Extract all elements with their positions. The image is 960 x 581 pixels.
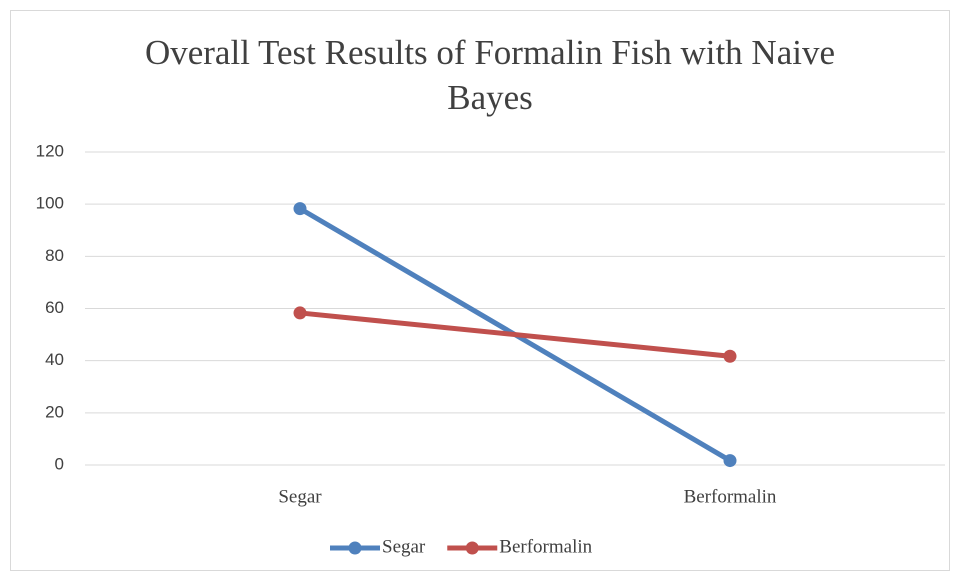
data-point (293, 202, 307, 216)
y-tick-label: 120 (36, 141, 64, 160)
y-tick-label: 20 (45, 402, 64, 421)
legend-marker (465, 541, 479, 555)
chart-border (10, 10, 950, 571)
data-point (723, 349, 737, 363)
legend-item: Berformalin (447, 536, 593, 557)
y-tick-label: 100 (36, 194, 64, 213)
y-tick-label: 0 (55, 454, 64, 473)
data-point (293, 306, 307, 320)
legend-label: Segar (382, 536, 426, 557)
legend-label: Berformalin (499, 536, 592, 557)
chart-title: Overall Test Results of Formalin Fish wi… (144, 33, 836, 117)
x-tick-label: Segar (278, 486, 322, 507)
legend-marker (348, 541, 362, 555)
series-line (297, 310, 733, 359)
y-tick-label: 40 (45, 350, 64, 369)
legend-item: Segar (330, 536, 426, 557)
y-tick-label: 80 (45, 246, 64, 265)
y-tick-label: 60 (45, 298, 64, 317)
data-point (723, 454, 737, 468)
x-tick-label: Berformalin (684, 486, 777, 507)
